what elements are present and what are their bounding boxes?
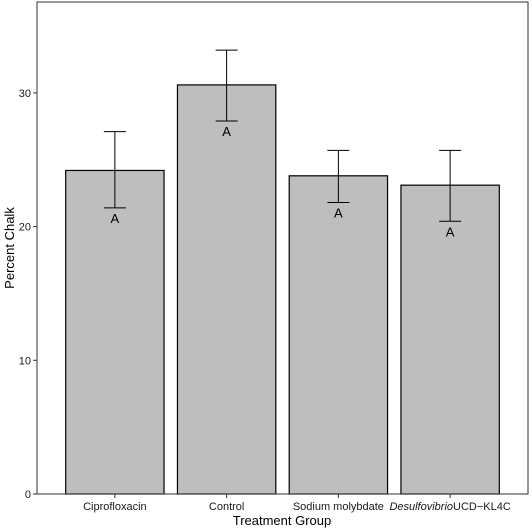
x-tick-label: DesulfovibrioUCD−KL4C [389,501,510,513]
bar [288,175,389,495]
x-tick-label: Sodium molybdate [293,501,384,513]
x-tick-label: Control [209,501,244,513]
bars-layer [65,84,500,495]
x-axis: Ciprofloxacin Control Sodium molybdate Desu… [83,494,511,513]
y-tick-label: 0 [25,489,31,501]
significance-label: A [334,206,343,221]
y-tick-label: 10 [19,355,31,367]
y-axis-title: Percent Chalk [2,207,17,289]
bar [65,169,165,495]
x-tick-label: Ciprofloxacin [83,501,147,513]
y-axis: 0 10 20 30 [19,88,37,501]
x-axis-title: Treatment Group [233,513,332,528]
bar [176,84,277,495]
y-tick-label: 20 [19,222,31,234]
bar [400,184,500,495]
error-bars-layer [103,49,462,222]
significance-label: A [111,211,120,226]
significance-label: A [222,124,231,139]
significance-label: A [446,224,455,239]
significance-labels-layer: A A A A [111,124,455,239]
plot-panel-border [36,1,529,495]
y-tick-label: 30 [19,88,31,100]
